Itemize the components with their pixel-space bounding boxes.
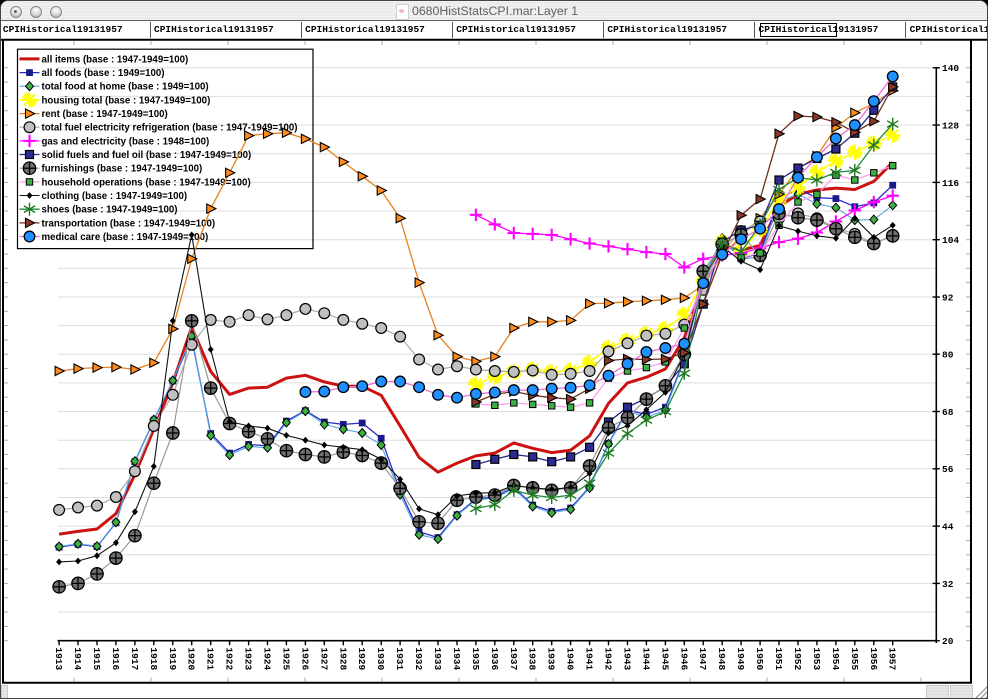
svg-text:1948: 1948 — [716, 647, 727, 670]
svg-text:clothing (base : 1947-1949=100: clothing (base : 1947-1949=100) — [42, 191, 188, 202]
svg-text:1918: 1918 — [148, 647, 159, 670]
svg-text:1921: 1921 — [205, 647, 216, 670]
svg-text:all items (base : 1947-1949=10: all items (base : 1947-1949=100) — [42, 54, 189, 65]
svg-text:1952: 1952 — [792, 647, 803, 670]
svg-text:1950: 1950 — [754, 647, 765, 670]
svg-text:1929: 1929 — [356, 647, 367, 670]
svg-text:1934: 1934 — [451, 647, 462, 670]
svg-text:gas and electricity (base : 19: gas and electricity (base : 1948=100) — [42, 136, 210, 147]
svg-text:1926: 1926 — [299, 647, 310, 670]
svg-text:1955: 1955 — [849, 647, 860, 670]
svg-text:56: 56 — [942, 464, 954, 475]
svg-text:1933: 1933 — [432, 647, 443, 670]
svg-text:1930: 1930 — [375, 647, 386, 670]
svg-text:68: 68 — [942, 407, 954, 418]
svg-text:rent (base : 1947-1949=100): rent (base : 1947-1949=100) — [42, 109, 168, 120]
svg-text:solid fuels and fuel oil (base: solid fuels and fuel oil (base : 1947-19… — [42, 150, 252, 161]
svg-text:32: 32 — [942, 579, 954, 590]
svg-text:1916: 1916 — [110, 647, 121, 670]
svg-text:1915: 1915 — [91, 647, 102, 670]
svg-text:furnishings (base : 1947-1949=: furnishings (base : 1947-1949=100) — [42, 164, 203, 175]
svg-text:1924: 1924 — [262, 647, 273, 670]
svg-text:1922: 1922 — [224, 647, 235, 670]
svg-text:1941: 1941 — [584, 647, 595, 670]
svg-text:1928: 1928 — [337, 647, 348, 670]
svg-text:116: 116 — [942, 178, 959, 189]
svg-text:1936: 1936 — [489, 647, 500, 670]
svg-text:total fuel electricity refrige: total fuel electricity refrigeration (ba… — [42, 123, 298, 134]
svg-text:shoes (base : 1947-1949=100): shoes (base : 1947-1949=100) — [42, 205, 178, 216]
svg-text:medical care (base : 1947-1949: medical care (base : 1947-1949=100) — [42, 232, 209, 243]
svg-text:1949: 1949 — [735, 647, 746, 670]
svg-text:1913: 1913 — [53, 647, 64, 670]
svg-text:128: 128 — [942, 121, 959, 132]
svg-text:1914: 1914 — [72, 647, 83, 670]
svg-text:total food at home (base : 194: total food at home (base : 1949=100) — [42, 82, 209, 93]
svg-text:1917: 1917 — [129, 647, 140, 670]
svg-text:housing total (base : 1947-194: housing total (base : 1947-1949=100) — [42, 95, 211, 106]
svg-text:1940: 1940 — [565, 647, 576, 670]
svg-text:1932: 1932 — [413, 647, 424, 670]
svg-text:1925: 1925 — [280, 647, 291, 670]
svg-text:1927: 1927 — [318, 647, 329, 670]
svg-text:1954: 1954 — [830, 647, 841, 670]
svg-text:transportation (base : 1947-19: transportation (base : 1947-1949=100) — [42, 218, 216, 229]
svg-text:all foods (base : 1949=100): all foods (base : 1949=100) — [42, 68, 165, 79]
svg-text:1919: 1919 — [167, 647, 178, 670]
svg-text:20: 20 — [942, 636, 954, 647]
svg-text:44: 44 — [942, 522, 954, 533]
svg-text:1920: 1920 — [186, 647, 197, 670]
svg-text:1943: 1943 — [622, 647, 633, 670]
svg-text:1956: 1956 — [868, 647, 879, 670]
svg-text:1937: 1937 — [508, 647, 519, 670]
svg-text:80: 80 — [942, 350, 954, 361]
svg-text:1944: 1944 — [640, 647, 651, 670]
svg-text:1953: 1953 — [811, 647, 822, 670]
svg-text:1939: 1939 — [546, 647, 557, 670]
svg-text:92: 92 — [942, 292, 954, 303]
svg-text:1947: 1947 — [697, 647, 708, 670]
svg-text:1957: 1957 — [887, 647, 898, 670]
svg-text:1942: 1942 — [603, 647, 614, 670]
svg-text:140: 140 — [942, 63, 959, 74]
svg-text:household operations (base : 1: household operations (base : 1947-1949=1… — [42, 177, 251, 188]
svg-text:104: 104 — [942, 235, 959, 246]
svg-text:1935: 1935 — [470, 647, 481, 670]
svg-text:1951: 1951 — [773, 647, 784, 670]
svg-text:1945: 1945 — [659, 647, 670, 670]
svg-text:1923: 1923 — [243, 647, 254, 670]
svg-text:1938: 1938 — [527, 647, 538, 670]
svg-text:1931: 1931 — [394, 647, 405, 670]
svg-text:1946: 1946 — [678, 647, 689, 670]
